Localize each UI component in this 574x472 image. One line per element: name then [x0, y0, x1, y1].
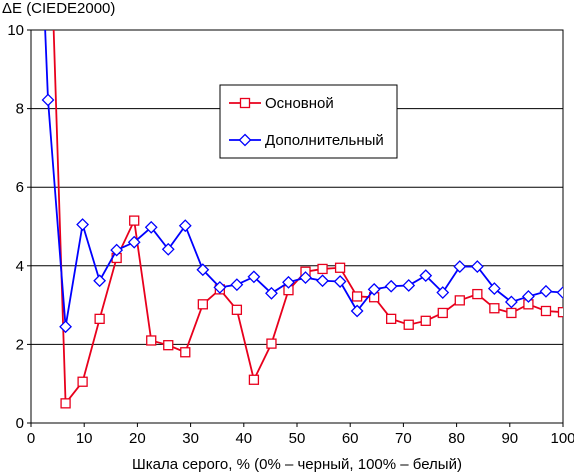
data-point [161, 242, 175, 256]
data-point [299, 271, 312, 285]
x-tick-label: 100 [550, 430, 574, 447]
data-point [59, 320, 72, 334]
data-point [129, 215, 140, 226]
legend: Основной Дополнительный [219, 84, 398, 159]
data-point [93, 274, 107, 288]
x-axis-label: Шкала серого, % (0% – черный, 100% – бел… [132, 456, 462, 472]
data-point [266, 338, 277, 349]
data-point [470, 260, 484, 274]
data-point [384, 279, 398, 293]
x-tick-label: 80 [448, 430, 465, 447]
x-tick-label: 70 [395, 430, 412, 447]
legend-label: Основной [265, 95, 334, 112]
data-point [317, 263, 328, 275]
data-point [333, 275, 347, 288]
data-point [197, 299, 208, 310]
x-tick-label: 60 [342, 430, 359, 447]
data-point [367, 282, 381, 296]
data-point [334, 262, 346, 273]
y-tick-label: 6 [16, 179, 24, 196]
data-point [350, 304, 364, 318]
data-point [522, 290, 535, 303]
y-axis-label: ΔE (CIEDE2000) [2, 0, 115, 17]
x-tick-label: 40 [235, 430, 252, 447]
data-point [487, 282, 501, 296]
x-tick-label: 0 [27, 430, 35, 447]
data-point [540, 305, 552, 317]
data-point [94, 313, 105, 325]
series-line [52, 30, 563, 406]
x-tick-label: 20 [129, 430, 146, 447]
data-point [265, 286, 278, 300]
data-point [436, 286, 450, 299]
data-point [403, 319, 414, 330]
data-point [506, 307, 517, 319]
data-point [489, 303, 500, 314]
data-point [196, 263, 210, 277]
data-point [316, 274, 329, 288]
series-2 [41, 30, 563, 334]
y-tick-label: 8 [16, 101, 24, 118]
data-point [556, 286, 563, 299]
y-tick-label: 0 [16, 415, 24, 432]
data-point [127, 235, 141, 249]
data-point [419, 269, 433, 283]
data-point [539, 284, 553, 298]
data-point [402, 279, 416, 292]
series-group [41, 30, 563, 409]
data-point [230, 278, 244, 292]
data-point [77, 376, 88, 387]
data-point [351, 291, 363, 302]
data-point [247, 270, 261, 284]
data-point [41, 93, 55, 107]
legend-marker [238, 133, 252, 147]
data-point [60, 398, 71, 409]
data-point [163, 340, 174, 351]
data-point [146, 335, 157, 346]
legend-box [219, 84, 398, 159]
y-tick-label: 2 [16, 336, 24, 353]
y-tick-label: 4 [16, 258, 24, 275]
legend-label: Дополнительный [265, 132, 384, 149]
data-point [472, 288, 483, 300]
x-tick-label: 30 [182, 430, 199, 447]
x-tick-label: 10 [76, 430, 93, 447]
x-tick-labels: 0 10 20 30 40 50 60 70 80 90 100 [27, 423, 574, 447]
data-point [110, 243, 124, 257]
series-1 [52, 30, 563, 409]
data-point [454, 295, 465, 306]
data-point [231, 304, 243, 315]
data-point [386, 313, 397, 325]
data-point [144, 220, 158, 234]
x-tick-label: 90 [501, 430, 518, 447]
y-tick-labels: 0 2 4 6 8 10 [7, 22, 31, 432]
x-tick-label: 50 [289, 430, 306, 447]
data-point [282, 275, 295, 289]
data-point [453, 260, 467, 274]
data-point [213, 280, 227, 294]
data-point [178, 219, 192, 233]
y-tick-label: 10 [7, 22, 24, 39]
data-point [76, 218, 90, 231]
data-point [557, 307, 563, 318]
data-point [420, 315, 431, 326]
data-point [180, 347, 191, 358]
legend-marker [239, 97, 251, 109]
data-point [437, 307, 448, 319]
data-point [504, 295, 518, 309]
data-point [248, 374, 260, 385]
